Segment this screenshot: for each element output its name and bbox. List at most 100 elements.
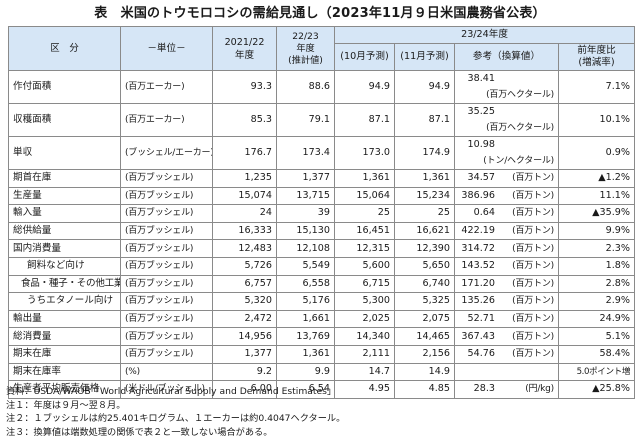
ref-unit: (百万トン)	[512, 349, 554, 360]
row-label: 国内消費量	[8, 239, 121, 258]
value-nov: 12,390	[394, 239, 455, 258]
ref-unit: (百万トン)	[512, 314, 554, 325]
value-2022: 1,661	[276, 309, 335, 329]
value-2022: 88.6	[276, 70, 335, 104]
value-2022: 9.9	[276, 362, 335, 382]
table-row: 生産量 (百万ブッシェル) 15,074 13,715 15,064 15,234 386.…	[8, 186, 636, 206]
value-2022: 6,558	[276, 274, 335, 294]
value-2021: 24	[212, 204, 277, 223]
ref-unit: (百万トン)	[512, 173, 554, 184]
ref-value: 386.96	[461, 189, 495, 201]
value-change: 1.8%	[557, 256, 636, 276]
row-unit: (百万ブッシェル)	[120, 292, 213, 311]
row-unit: (百万ブッシェル)	[120, 274, 213, 294]
value-2022: 79.1	[276, 103, 335, 137]
value-oct: 14.7	[334, 362, 395, 382]
row-unit: (百万ブッシェル)	[120, 344, 213, 364]
row-unit: (%)	[120, 362, 213, 382]
value-nov: 14,465	[394, 327, 455, 346]
row-label: 単収	[8, 136, 121, 170]
value-2022: 15,130	[276, 221, 335, 241]
ref-value: 34.57	[467, 172, 495, 184]
value-ref: 386.96 (百万トン)	[454, 186, 559, 206]
row-unit: (百万ブッシェル)	[120, 327, 213, 346]
value-nov: 2,075	[394, 309, 455, 329]
value-change: 5.1%	[557, 327, 636, 346]
value-change: 7.1%	[557, 70, 636, 104]
table-row: 総消費量 (百万ブッシェル) 14,956 13,769 14,340 14,465 367…	[8, 327, 636, 346]
value-oct: 5,300	[334, 292, 395, 311]
header-category: 区 分	[8, 26, 121, 71]
row-label: 飼料など向け	[8, 256, 121, 276]
ref-value: 54.76	[467, 348, 495, 360]
page-title: 表 米国のトウモロコシの需給見通し（2023年11月９日米国農務省公表）	[94, 6, 546, 21]
value-2022: 39	[276, 204, 335, 223]
notes: 資料：USDA/WAOB「World Agricultural Supply a…	[6, 385, 345, 439]
value-change: 10.1%	[557, 103, 636, 137]
value-2022: 6.54	[276, 380, 335, 399]
table-row: 単収 (ブッシェル/エーカー) 176.7 173.4 173.0 174.9 10.98 (…	[8, 136, 636, 170]
ref-value: 422.19	[461, 225, 495, 237]
table-body: 作付面積 (百万エーカー) 93.3 88.6 94.9 94.9 38.41 (百万ヘクター…	[8, 70, 636, 399]
value-nov: 16,621	[394, 221, 455, 241]
value-2022: 1,361	[276, 344, 335, 364]
value-oct: 4.95	[334, 380, 395, 399]
table-row: 生産者平均販売価格 (米ドル/ブッシェル) 6.00 6.54 4.95 4.85 28.3…	[8, 380, 636, 399]
value-change: 2.9%	[557, 292, 636, 311]
row-label: 生産者平均販売価格	[8, 380, 121, 399]
value-change: 24.9%	[557, 309, 636, 329]
table-row: 期末在庫率 (%) 9.2 9.9 14.7 14.9 5.0ポイント増	[8, 362, 636, 382]
value-2021: 1,235	[212, 169, 277, 188]
row-label: 食品・種子・その他工業向け	[8, 274, 121, 294]
row-label: 総消費量	[8, 327, 121, 346]
row-unit: (ブッシェル/エーカー)	[120, 136, 213, 170]
ref-value: 52.71	[467, 313, 495, 325]
row-label: 期末在庫	[8, 344, 121, 364]
value-2021: 6.00	[212, 380, 277, 399]
table-row: 輸入量 (百万ブッシェル) 24 39 25 25 0.64 (百万トン) ▲35.9%	[8, 204, 636, 223]
value-oct: 12,315	[334, 239, 395, 258]
value-nov: 5,650	[394, 256, 455, 276]
value-ref: 34.57 (百万トン)	[454, 169, 559, 188]
value-2021: 6,757	[212, 274, 277, 294]
ref-unit: (百万トン)	[512, 208, 554, 219]
value-ref: 10.98 (トン/ヘクタール)	[454, 136, 559, 170]
ref-value: 314.72	[461, 242, 495, 254]
value-oct: 1,361	[334, 169, 395, 188]
ref-value: 35.25	[467, 106, 495, 117]
row-unit: (百万ブッシェル)	[120, 204, 213, 223]
value-2022: 5,549	[276, 256, 335, 276]
value-nov: 87.1	[394, 103, 455, 137]
note-1: 注１：年度は９月～翌８月。	[6, 399, 126, 411]
value-change: ▲35.9%	[557, 204, 636, 223]
note-2: 注２：１ブッシェルは約25.401キログラム、１エーカーは約0.4047ヘクター…	[6, 413, 346, 425]
value-change: 11.1%	[557, 186, 636, 206]
table-row: 期首在庫 (百万ブッシェル) 1,235 1,377 1,361 1,361 34.57 (百…	[8, 169, 636, 188]
value-ref: 135.26 (百万トン)	[454, 292, 559, 311]
value-2021: 1,377	[212, 344, 277, 364]
row-unit: (百万ブッシェル)	[120, 239, 213, 258]
header-2324: 23/24年度	[333, 26, 636, 44]
value-oct: 5,600	[334, 256, 395, 276]
table-row: うちエタノール向け (百万ブッシェル) 5,320 5,176 5,300 5,325 13…	[8, 292, 636, 311]
ref-value: 143.52	[461, 260, 495, 272]
value-nov: 2,156	[394, 344, 455, 364]
header-2021: 2021/22 年度	[212, 26, 277, 71]
ref-value: 38.41	[467, 73, 495, 84]
row-unit: (米ドル/ブッシェル)	[120, 380, 213, 399]
value-nov: 94.9	[394, 70, 455, 104]
ref-unit: (百万トン)	[512, 278, 554, 289]
value-nov: 14.9	[394, 362, 455, 382]
value-nov: 25	[394, 204, 455, 223]
value-oct: 2,111	[334, 344, 395, 364]
ref-unit: (百万トン)	[512, 296, 554, 307]
header-ref: 参考（換算値）	[454, 43, 559, 71]
row-label: 期末在庫率	[8, 362, 121, 382]
header-unit: －単位－	[120, 26, 213, 71]
header-change: 前年度比 (増減率)	[557, 43, 636, 71]
value-change: 2.3%	[557, 239, 636, 258]
header-oct: (10月予測)	[334, 43, 395, 71]
row-unit: (百万ブッシェル)	[120, 221, 213, 241]
row-label: 総供給量	[8, 221, 121, 241]
value-nov: 4.85	[394, 380, 455, 399]
